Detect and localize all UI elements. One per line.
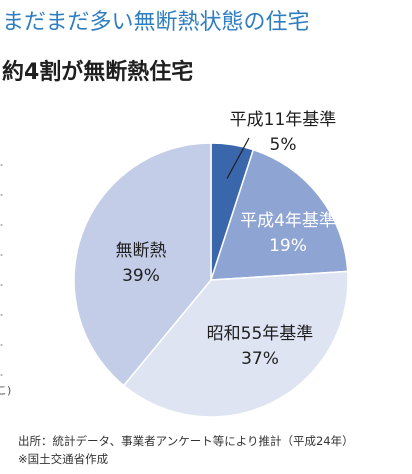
- edge-fragment: こ): [0, 384, 12, 397]
- pie-slice-2: [209, 148, 349, 281]
- leader-line: [226, 137, 250, 179]
- slice-percent: 37%: [241, 349, 279, 369]
- slice-percent: 19%: [269, 236, 307, 256]
- slice-label-3: 昭和55年基準 37%: [207, 324, 314, 369]
- slice-name: 昭和55年基準: [207, 324, 314, 344]
- pie-slice-3: [122, 270, 349, 418]
- author-note: ※国土交通省作成: [18, 452, 109, 466]
- slice-percent: 5%: [270, 135, 297, 155]
- slice-label-4: 無断熱 39%: [116, 241, 167, 286]
- slice-label-1: 平成11年基準 5%: [230, 110, 337, 155]
- pie-slice-4: [73, 142, 212, 387]
- chart-subtitle: 約4割が無断熱住宅: [2, 60, 194, 85]
- slice-label-2: 平成4年基準 19%: [240, 211, 336, 256]
- slice-percent: 39%: [122, 266, 160, 286]
- slice-name: 無断熱: [116, 241, 167, 261]
- slice-name: 平成4年基準: [240, 211, 336, 231]
- page-title: まだまだ多い無断熱状態の住宅: [2, 10, 310, 35]
- source-note: 出所：統計データ、事業者アンケート等により推計（平成24年）: [18, 434, 354, 448]
- left-edge-dots: [0, 150, 3, 390]
- slice-name: 平成11年基準: [230, 110, 337, 130]
